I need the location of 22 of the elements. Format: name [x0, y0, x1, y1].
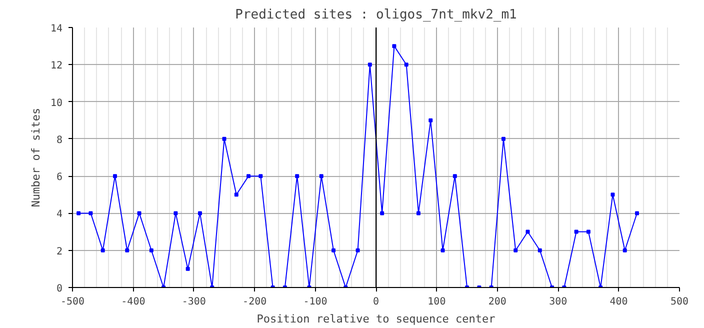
x-tick-label: 0: [372, 296, 380, 308]
x-tick-label: -400: [121, 296, 146, 308]
y-tick-label: 6: [56, 172, 63, 184]
y-tick-label: 14: [50, 24, 63, 34]
x-tick-label: 500: [670, 296, 689, 308]
x-tick-label: -300: [182, 296, 206, 308]
x-tick-label: 200: [488, 296, 506, 308]
x-tick-label: 100: [428, 296, 446, 308]
x-axis-title: Position relative to sequence center: [256, 312, 496, 326]
x-tick-label: -500: [60, 296, 85, 308]
x-tick-label: 300: [549, 296, 568, 308]
y-tick-label: 0: [56, 284, 63, 294]
y-tick-label: 12: [50, 60, 63, 72]
y-tick-label: 4: [56, 209, 63, 220]
y-tick-label: 10: [50, 98, 63, 109]
x-tick-label: -200: [242, 296, 267, 308]
y-tick-label: 2: [56, 246, 63, 258]
y-tick-label: 8: [56, 134, 63, 146]
x-tick-label: 400: [610, 296, 628, 308]
y-axis-title: Number of sites: [29, 108, 42, 208]
x-tick-label: -100: [303, 296, 328, 308]
chart-title: Predicted sites : oligos_7nt_mkv2_m1: [235, 8, 517, 22]
